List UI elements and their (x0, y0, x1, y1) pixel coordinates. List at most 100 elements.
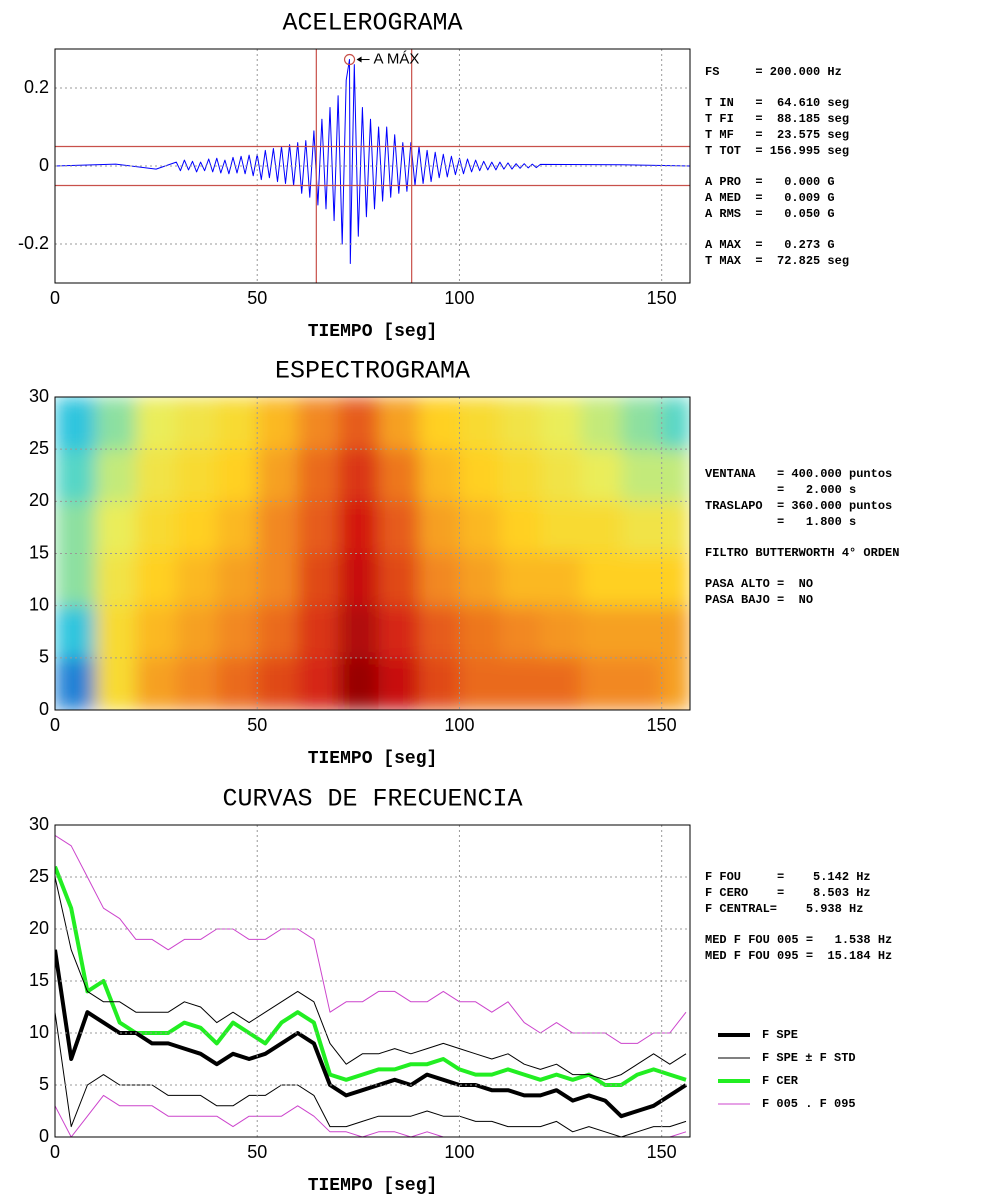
x-axis-label: TIEMPO [seg] (308, 749, 438, 769)
info-text: A PRO = 0.000 G (705, 175, 835, 189)
heat-cell (459, 449, 501, 502)
heat-cell (580, 397, 622, 450)
heat-cell (580, 605, 622, 659)
heat-cell (297, 553, 339, 607)
x-tick-label: 50 (247, 288, 267, 308)
heat-cell (257, 553, 299, 607)
heat-cell (540, 605, 582, 659)
heat-cell (257, 657, 299, 710)
heat-cell (135, 449, 177, 502)
y-tick-label: 10 (29, 1022, 49, 1042)
y-tick-label: 30 (29, 386, 49, 406)
info-text: T FI = 88.185 seg (705, 112, 849, 126)
heat-cell (135, 657, 177, 710)
heat-cell (459, 657, 501, 710)
plot-frame (54, 396, 691, 711)
y-tick-label: 20 (29, 918, 49, 938)
info-text: T TOT = 156.995 seg (705, 144, 849, 158)
series-line (55, 59, 690, 264)
x-tick-label: 150 (647, 1142, 677, 1162)
info-text: MED F FOU 005 = 1.538 Hz (705, 933, 892, 947)
heat-cell (257, 397, 299, 450)
heat-cell (297, 605, 339, 659)
heat-cell (419, 449, 460, 502)
y-tick-label: 0 (39, 699, 49, 719)
legend-label: F SPE ± F STD (762, 1051, 856, 1065)
heat-cell (176, 449, 218, 502)
heat-cell (95, 501, 137, 554)
x-tick-label: 50 (247, 1142, 267, 1162)
heat-cell (216, 501, 258, 554)
info-text: T IN = 64.610 seg (705, 96, 849, 110)
heat-cell (419, 605, 460, 659)
heat-cell (216, 397, 258, 450)
heat-cell (419, 501, 460, 554)
y-tick-label: 20 (29, 490, 49, 510)
heat-cell (176, 397, 218, 450)
heat-cell (95, 657, 137, 710)
info-text: T MAX = 72.825 seg (705, 254, 849, 268)
y-tick-label: 15 (29, 970, 49, 990)
heat-cell (661, 449, 690, 502)
info-text: PASA ALTO = NO (705, 577, 813, 591)
legend-label: F CER (762, 1074, 799, 1088)
info-text: A MED = 0.009 G (705, 191, 835, 205)
y-tick-label: 0 (39, 155, 49, 175)
heat-cell (95, 449, 137, 502)
heatmap (55, 397, 690, 710)
info-text: A RMS = 0.050 G (705, 207, 835, 221)
heat-cell (135, 605, 177, 659)
x-axis-label: TIEMPO [seg] (308, 322, 438, 342)
chart-title: ACELEROGRAMA (282, 9, 462, 38)
heat-cell (176, 657, 218, 710)
heat-cell (621, 657, 663, 710)
y-tick-label: 15 (29, 542, 49, 562)
heat-cell (297, 449, 339, 502)
info-text: = 2.000 s (705, 483, 856, 497)
y-tick-label: 30 (29, 814, 49, 834)
heat-cell (459, 605, 501, 659)
x-tick-label: 100 (444, 288, 474, 308)
x-tick-label: 0 (50, 288, 60, 308)
info-text: FILTRO BUTTERWORTH 4° ORDEN (705, 546, 899, 560)
x-tick-label: 0 (50, 715, 60, 735)
heat-cell (297, 397, 339, 450)
x-tick-label: 0 (50, 1142, 60, 1162)
annotation-arrowhead (356, 56, 362, 63)
heat-cell (661, 605, 690, 659)
heat-cell (216, 449, 258, 502)
heat-cell (297, 657, 339, 710)
heat-cell (378, 553, 420, 607)
info-text: PASA BAJO = NO (705, 593, 813, 607)
heat-cell (661, 397, 690, 450)
heat-cell (135, 501, 177, 554)
heat-cell (216, 657, 258, 710)
heat-cell (621, 397, 663, 450)
chart-title: CURVAS DE FRECUENCIA (222, 785, 522, 814)
heat-cell (459, 553, 501, 607)
heat-cell (661, 501, 690, 554)
heat-cell (540, 501, 582, 554)
y-tick-label: 5 (39, 1074, 49, 1094)
heat-cell (176, 553, 218, 607)
heat-cell (499, 657, 541, 710)
heat-cell (378, 397, 420, 450)
info-text: A MAX = 0.273 G (705, 238, 835, 252)
x-tick-label: 150 (647, 715, 677, 735)
x-tick-label: 100 (444, 715, 474, 735)
x-axis-label: TIEMPO [seg] (308, 1176, 438, 1196)
y-tick-label: 0.2 (24, 77, 49, 97)
heat-cell (580, 657, 622, 710)
annotation-label: A MÁX (374, 50, 420, 67)
heat-cell (257, 605, 299, 659)
heat-cell (135, 553, 177, 607)
heat-cell (540, 553, 582, 607)
plot-area (55, 397, 690, 710)
y-tick-label: 0 (39, 1126, 49, 1146)
heat-cell (176, 605, 218, 659)
heat-cell (499, 397, 541, 450)
info-text: T MF = 23.575 seg (705, 128, 849, 142)
heat-cell (338, 657, 380, 710)
heat-cell (459, 397, 501, 450)
max-marker (343, 53, 356, 66)
